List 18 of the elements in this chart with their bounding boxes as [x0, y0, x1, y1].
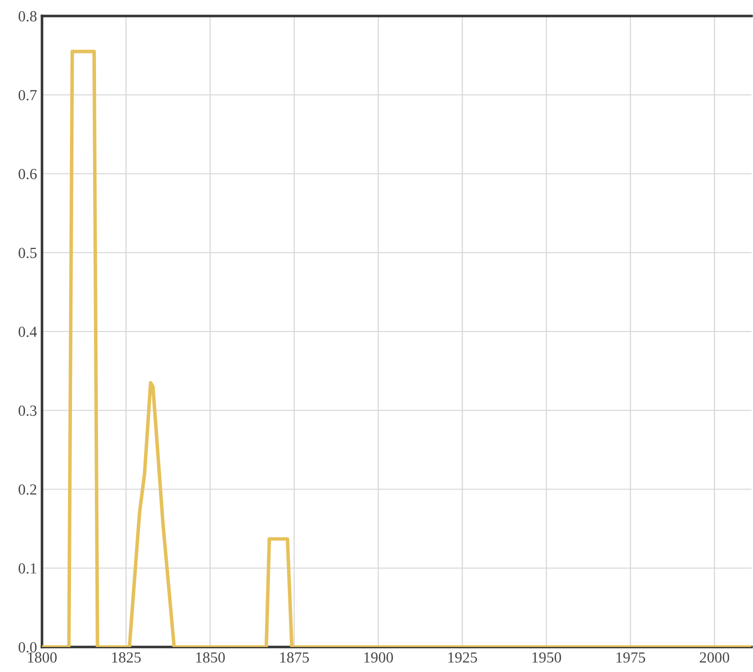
x-tick-label: 1825	[112, 652, 141, 663]
y-tick-label: 0.4	[18, 326, 37, 338]
y-tick-label: 0.5	[18, 248, 37, 258]
x-tick-label: 1875	[280, 652, 309, 663]
x-tick-label: 1950	[532, 652, 562, 663]
y-tick-label: 0.1	[18, 563, 36, 574]
y-tick-label: 0.0	[18, 642, 37, 653]
y-tick-label: 0.6	[18, 168, 37, 180]
x-tick-label: 1800	[28, 652, 57, 663]
y-tick-label: 0.3	[18, 406, 37, 416]
x-tick-label: 1900	[364, 652, 393, 663]
x-tick-label: 1850	[196, 652, 225, 663]
y-tick-label: 0.8	[18, 11, 37, 22]
y-tick-label: 0.7	[18, 90, 37, 100]
x-tick-label: 1925	[448, 652, 477, 663]
y-tick-label: 0.2	[18, 484, 36, 495]
x-tick-label: 1975	[616, 652, 646, 663]
x-tick-label: 2000	[700, 652, 730, 663]
